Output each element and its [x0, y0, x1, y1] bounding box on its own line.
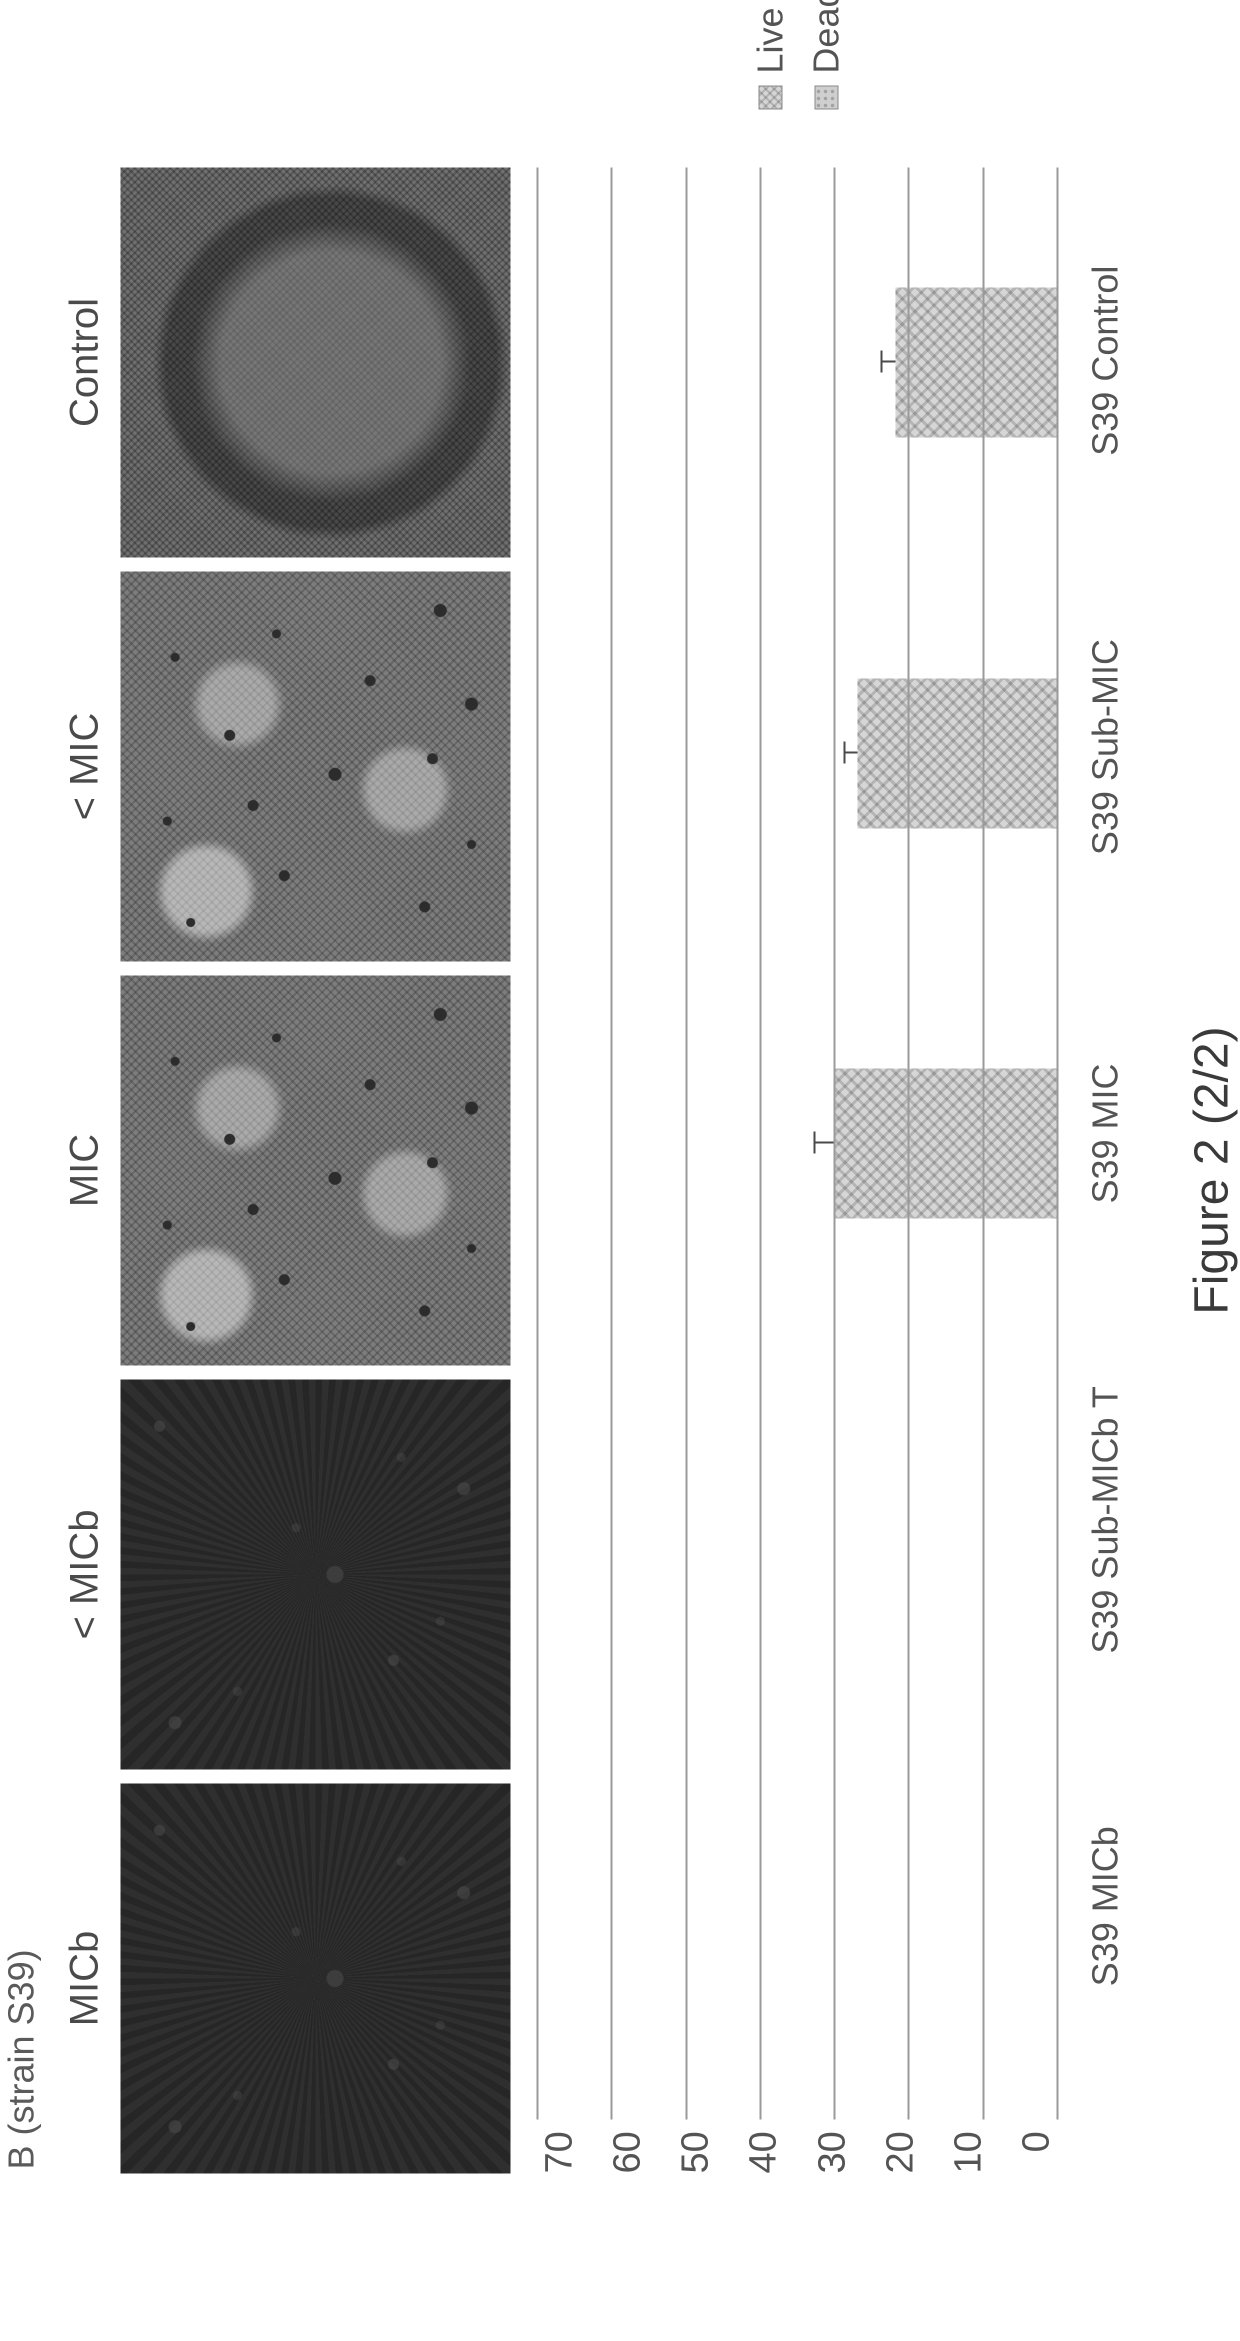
gridline — [685, 168, 687, 2120]
plot-area: Live Dead — [539, 168, 1059, 2120]
x-tick-label: S39 Sub-MICb T — [1071, 1327, 1127, 1713]
swatch-live-icon — [759, 86, 783, 110]
legend: Live Dead — [750, 0, 848, 110]
gridline — [611, 168, 613, 2120]
gridline — [908, 168, 910, 2120]
micrograph-4: Control — [63, 168, 511, 558]
micrograph-3-label: < MIC — [63, 713, 111, 821]
error-bar — [880, 361, 895, 363]
legend-live-label: Live — [750, 8, 792, 74]
micrograph-4-label: Control — [63, 298, 111, 427]
micrograph-2-label: MIC — [63, 1134, 111, 1207]
legend-item-live: Live — [750, 0, 792, 110]
gridline — [834, 168, 836, 2120]
ytick: 60 — [607, 2131, 650, 2173]
figure-panel: B (strain S39) MICb < MICb MIC < MIC Con… — [1, 168, 1240, 2174]
error-bar — [843, 751, 858, 753]
bar-slot — [539, 168, 1059, 558]
gridline — [1057, 168, 1059, 2120]
ytick: 30 — [811, 2131, 854, 2173]
ytick: 10 — [947, 2131, 990, 2173]
micrograph-1-image — [121, 1380, 511, 1770]
gridline — [759, 168, 761, 2120]
x-tick-label: S39 MICb — [1071, 1713, 1127, 2099]
bar-slot — [539, 1729, 1059, 2119]
bar-live — [836, 1068, 1059, 1218]
micrograph-0-image — [121, 1784, 511, 2174]
panel-label: B (strain S39) — [1, 168, 43, 2170]
bar-chart: 70 60 50 40 30 20 10 0 Live Dead — [539, 168, 1059, 2174]
ytick: 40 — [743, 2131, 786, 2173]
ytick: 20 — [879, 2131, 922, 2173]
bar-group — [836, 1068, 1059, 1218]
figure-caption: Figure 2 (2/2) — [1185, 168, 1240, 2174]
error-bar — [813, 1141, 835, 1143]
ytick: 0 — [1015, 2131, 1058, 2152]
swatch-dead-icon — [815, 86, 839, 110]
x-tick-label: S39 MIC — [1071, 940, 1127, 1326]
gridline — [537, 168, 539, 2120]
bar-slot — [539, 948, 1059, 1338]
ytick: 50 — [675, 2131, 718, 2173]
micrograph-1: < MICb — [63, 1380, 511, 1770]
micrograph-2-image — [121, 976, 511, 1366]
bars-container — [539, 168, 1059, 2120]
bar-slot — [539, 558, 1059, 948]
x-axis: S39 MICbS39 Sub-MICb TS39 MICS39 Sub-MIC… — [1071, 168, 1127, 2174]
micrograph-4-image — [121, 168, 511, 558]
bar-slot — [539, 1339, 1059, 1729]
x-tick-label: S39 Sub-MIC — [1071, 554, 1127, 940]
micrograph-1-label: < MICb — [63, 1509, 111, 1639]
x-tick-label: S39 Control — [1071, 167, 1127, 553]
bar-group — [895, 288, 1058, 438]
micrograph-0: MICb — [63, 1784, 511, 2174]
bar-live — [895, 288, 1058, 438]
legend-item-dead: Dead — [806, 0, 848, 110]
ytick: 70 — [539, 2131, 582, 2173]
micrograph-row: MICb < MICb MIC < MIC Control — [63, 168, 511, 2174]
bar-live — [858, 678, 1059, 828]
bar-group — [858, 678, 1059, 828]
micrograph-2: MIC — [63, 976, 511, 1366]
legend-dead-label: Dead — [806, 0, 848, 74]
y-axis: 70 60 50 40 30 20 10 0 — [539, 2119, 1059, 2173]
micrograph-3-image — [121, 572, 511, 962]
micrograph-0-label: MICb — [63, 1931, 111, 2027]
gridline — [982, 168, 984, 2120]
micrograph-3: < MIC — [63, 572, 511, 962]
